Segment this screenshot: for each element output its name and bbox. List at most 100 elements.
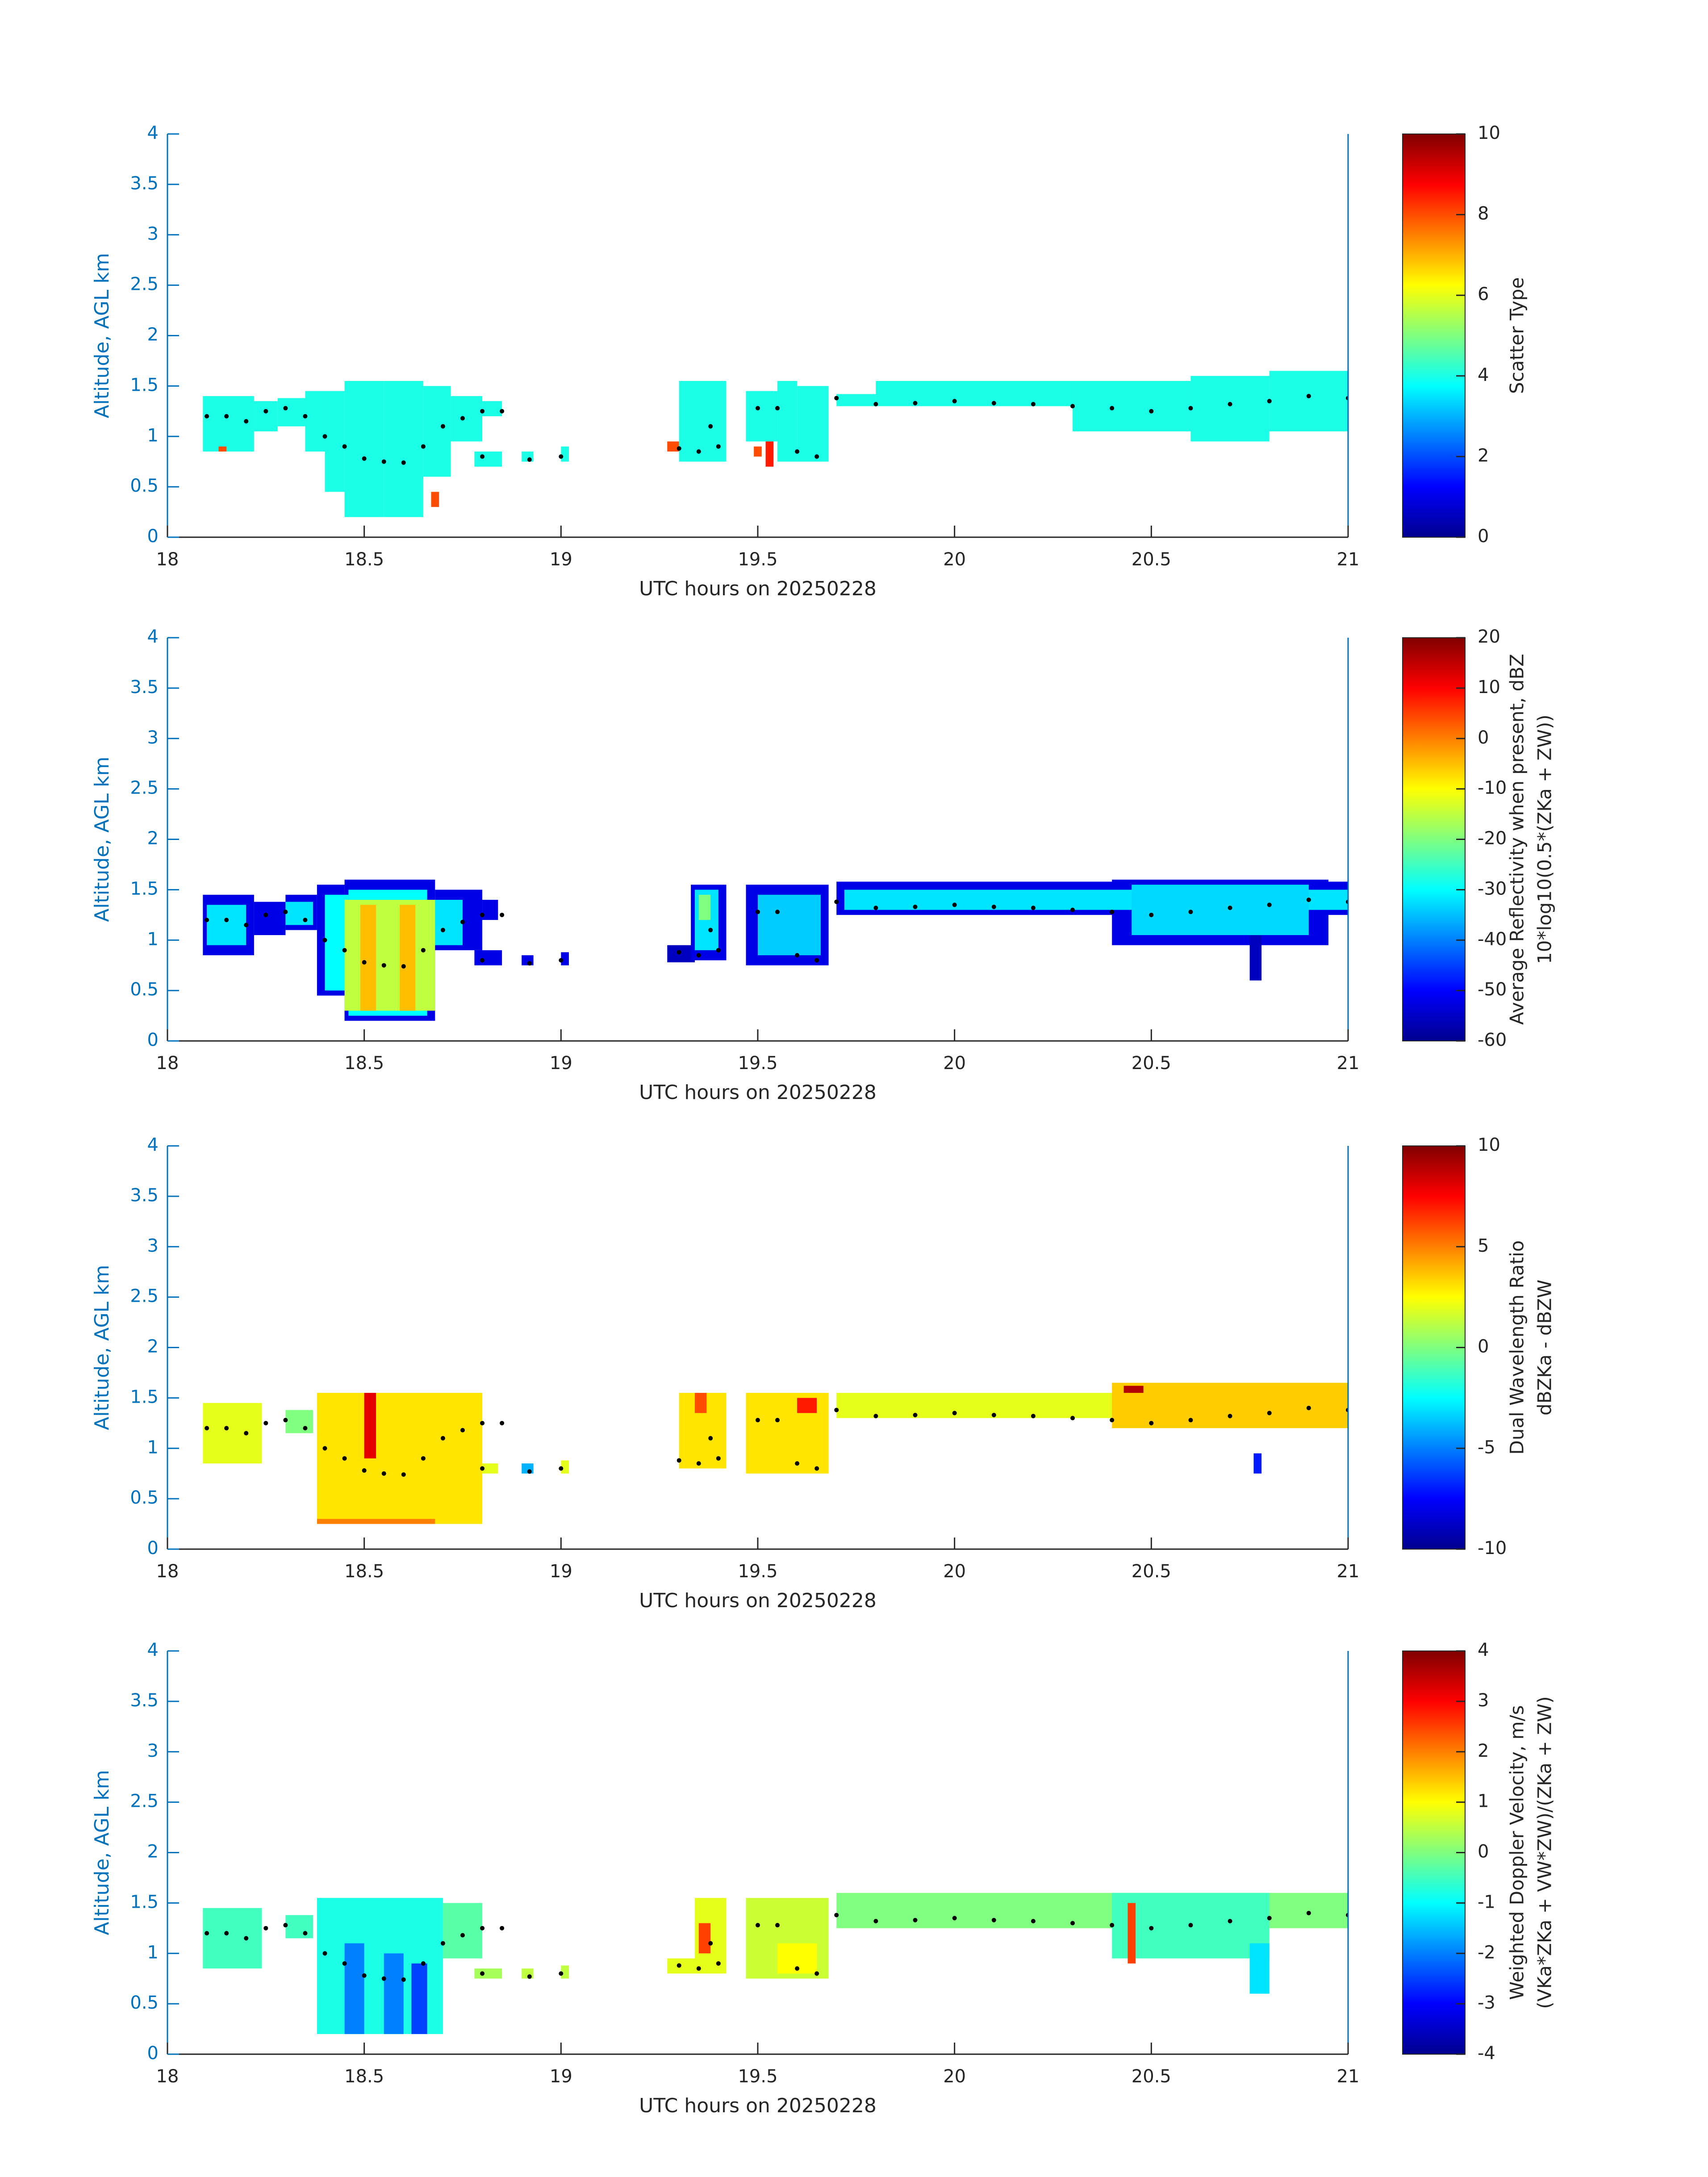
marker <box>205 918 209 923</box>
y-tick-label: 0 <box>147 1538 159 1559</box>
heat-cell <box>317 1393 483 1524</box>
x-tick-label: 21 <box>1337 1053 1360 1074</box>
marker <box>834 899 839 904</box>
marker <box>460 919 465 924</box>
marker <box>814 454 819 459</box>
y-tick-label: 3.5 <box>130 677 159 698</box>
y-tick-label: 0.5 <box>130 1993 159 2013</box>
colorbar-tick-label: 0 <box>1478 727 1489 748</box>
marker <box>991 1412 996 1417</box>
marker <box>952 399 957 404</box>
x-tick-label: 18 <box>156 1561 179 1582</box>
heat-cell <box>561 952 569 965</box>
marker <box>205 414 209 419</box>
y-tick-label: 3.5 <box>130 1185 159 1206</box>
x-axis-label: UTC hours on 20250228 <box>639 1589 877 1612</box>
marker <box>421 948 426 953</box>
x-tick-label: 19.5 <box>738 1053 777 1074</box>
y-axis-label: Altitude, AGL km <box>91 1770 113 1935</box>
plot-area <box>203 371 1348 517</box>
marker <box>696 1966 701 1971</box>
x-axis-label: UTC hours on 20250228 <box>639 2094 877 2117</box>
marker <box>991 904 996 909</box>
y-tick-label: 3 <box>147 1236 159 1256</box>
marker <box>322 938 327 943</box>
heat-cell <box>694 1393 707 1413</box>
marker <box>480 1466 485 1471</box>
heat-cell <box>360 905 376 1011</box>
marker <box>527 457 532 462</box>
marker <box>381 963 386 968</box>
heat-cell <box>876 381 1073 406</box>
y-tick-label: 0 <box>147 1030 159 1050</box>
y-tick-label: 3.5 <box>130 1690 159 1711</box>
y-tick-label: 2.5 <box>130 778 159 798</box>
colorbar <box>1402 134 1466 538</box>
colorbar-label: Dual Wavelength Ratio <box>1506 1240 1528 1454</box>
heat-cell <box>836 1893 1348 1928</box>
marker <box>873 1414 878 1419</box>
marker <box>913 1412 918 1417</box>
colorbar <box>1402 1145 1466 1550</box>
y-tick-label: 3 <box>147 1741 159 1761</box>
heat-cell <box>317 1519 435 1524</box>
colorbar-tick-label: 6 <box>1478 284 1489 305</box>
marker <box>401 1472 406 1477</box>
marker <box>991 401 996 405</box>
marker <box>500 1421 505 1425</box>
marker <box>205 1426 209 1431</box>
marker <box>303 918 308 923</box>
marker <box>322 1951 327 1956</box>
marker <box>263 1421 268 1425</box>
marker <box>756 1923 760 1928</box>
heat-cell <box>451 396 483 442</box>
marker <box>677 446 681 451</box>
heat-cell <box>285 1915 313 1939</box>
plot-area <box>203 1893 1348 2034</box>
marker <box>322 1446 327 1451</box>
marker <box>1110 1923 1115 1928</box>
y-tick-label: 0.5 <box>130 979 159 1000</box>
y-tick-label: 4 <box>147 627 159 647</box>
colorbar-tick-label: 10 <box>1478 677 1500 698</box>
heat-cell <box>474 451 502 467</box>
heat-cell <box>474 1968 502 1979</box>
marker <box>834 1913 839 1918</box>
marker <box>440 1941 445 1946</box>
colorbar-tick-label: -60 <box>1478 1030 1507 1050</box>
marker <box>401 460 406 465</box>
x-tick-label: 18 <box>156 1053 179 1074</box>
y-tick-label: 0 <box>147 2043 159 2064</box>
x-tick-label: 20 <box>943 1561 966 1582</box>
colorbar-tick-label: -10 <box>1478 778 1507 798</box>
marker <box>1149 912 1154 917</box>
heat-cell <box>667 441 679 452</box>
marker <box>401 1977 406 1982</box>
colorbar-tick-label: 10 <box>1478 1135 1500 1155</box>
marker <box>756 1418 760 1423</box>
colorbar <box>1402 637 1466 1041</box>
marker <box>1306 393 1311 398</box>
x-tick-label: 21 <box>1337 2066 1360 2087</box>
x-tick-label: 18.5 <box>344 2066 384 2087</box>
heat-cell <box>561 1460 569 1474</box>
marker <box>460 416 465 421</box>
marker <box>500 409 505 414</box>
marker <box>401 964 406 969</box>
marker <box>1188 910 1193 915</box>
marker <box>440 1436 445 1441</box>
marker <box>952 1916 957 1921</box>
x-tick-label: 20.5 <box>1132 549 1171 570</box>
marker <box>480 1926 485 1930</box>
heat-cell <box>1190 376 1270 442</box>
marker <box>480 454 485 459</box>
colorbar-tick-label: 0 <box>1478 1842 1489 1862</box>
heat-cell <box>344 899 435 1011</box>
heat-cell <box>344 1943 364 2034</box>
heat-cell <box>277 398 305 426</box>
marker <box>283 406 288 411</box>
colorbar-tick-label: -10 <box>1478 1538 1507 1559</box>
marker <box>224 918 229 923</box>
marker <box>224 1931 229 1936</box>
marker <box>342 948 347 953</box>
